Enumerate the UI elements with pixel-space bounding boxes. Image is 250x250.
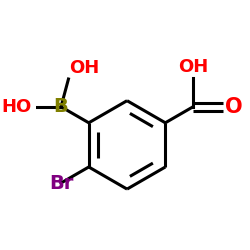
Text: Br: Br (49, 174, 73, 193)
Text: O: O (225, 97, 243, 117)
Text: HO: HO (1, 98, 31, 116)
Text: OH: OH (70, 59, 100, 77)
Text: B: B (54, 97, 68, 116)
Text: OH: OH (178, 58, 208, 76)
